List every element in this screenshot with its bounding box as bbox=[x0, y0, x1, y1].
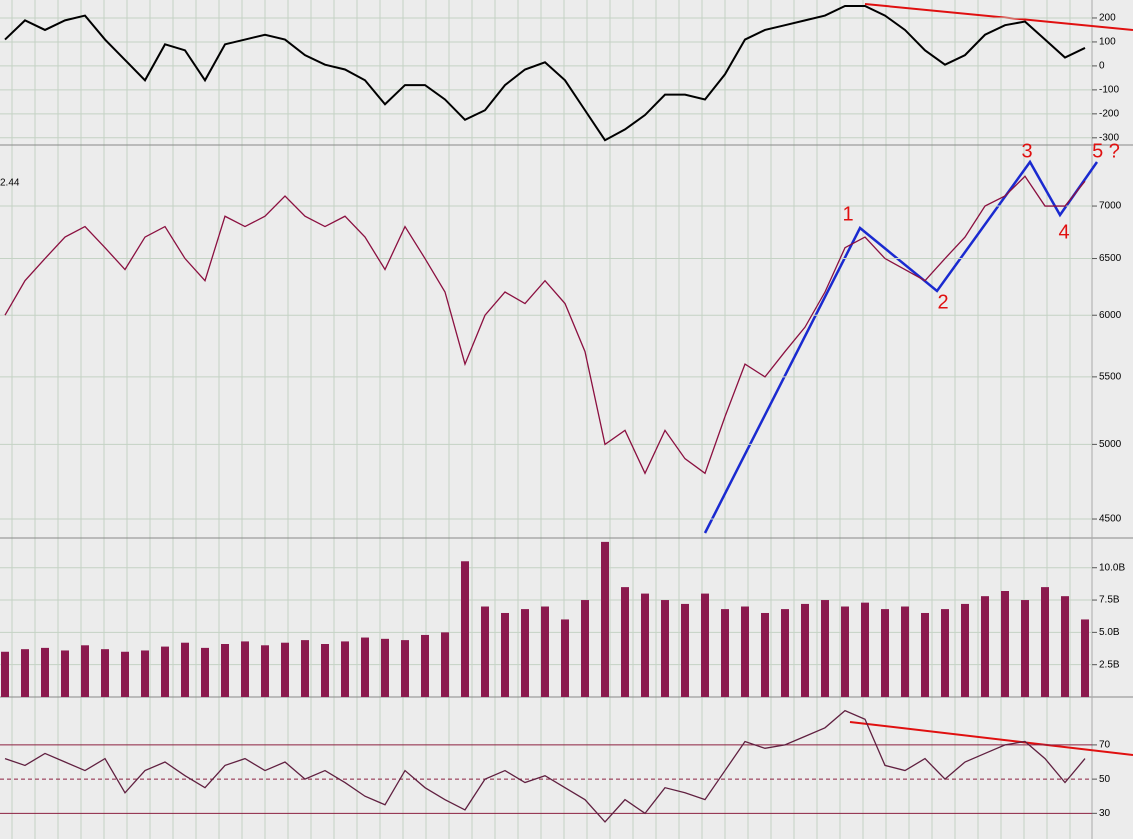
bar bbox=[761, 612, 769, 697]
bar bbox=[1081, 619, 1089, 697]
y-tick-label: 50 bbox=[1099, 774, 1111, 785]
bar bbox=[1061, 596, 1069, 697]
bar bbox=[321, 644, 329, 697]
bar bbox=[1, 651, 9, 697]
y-tick-label: -200 bbox=[1099, 108, 1119, 119]
bar bbox=[1041, 587, 1049, 697]
vertical-grid bbox=[11, 0, 1071, 839]
bar bbox=[901, 606, 909, 697]
y-tick-label: 5.0B bbox=[1099, 627, 1120, 638]
bar bbox=[681, 603, 689, 697]
bar bbox=[981, 596, 989, 697]
bar bbox=[641, 593, 649, 697]
y-tick-label: 0 bbox=[1099, 61, 1105, 72]
bar bbox=[361, 637, 369, 697]
y-tick-label: 10.0B bbox=[1099, 562, 1125, 573]
y-tick-label: 2.5B bbox=[1099, 659, 1120, 670]
bar bbox=[241, 641, 249, 697]
y-tick-label: 200 bbox=[1099, 13, 1116, 24]
y-tick-label: 100 bbox=[1099, 37, 1116, 48]
bar bbox=[281, 642, 289, 697]
annotation: 4 bbox=[1058, 221, 1069, 243]
bar bbox=[421, 634, 429, 697]
bar bbox=[701, 593, 709, 697]
y-tick-label: 5000 bbox=[1099, 439, 1122, 450]
annotation: 3 bbox=[1021, 140, 1032, 162]
bar bbox=[161, 646, 169, 697]
data-line bbox=[4, 175, 1086, 475]
y-tick-label: 5500 bbox=[1099, 372, 1122, 383]
data-line bbox=[4, 4, 1086, 142]
bar bbox=[401, 640, 409, 697]
bar bbox=[141, 650, 149, 697]
bar bbox=[721, 609, 729, 697]
bar bbox=[1021, 600, 1029, 697]
bar bbox=[1001, 591, 1009, 697]
bar bbox=[521, 609, 529, 697]
bar bbox=[461, 561, 469, 697]
y-tick-label: 6000 bbox=[1099, 310, 1122, 321]
annotation: 2.44 bbox=[0, 178, 20, 189]
bar bbox=[221, 644, 229, 697]
bar bbox=[821, 600, 829, 697]
bar bbox=[921, 612, 929, 697]
bar bbox=[201, 647, 209, 697]
annotation: 1 bbox=[842, 203, 853, 225]
bar bbox=[861, 602, 869, 697]
bar bbox=[661, 600, 669, 697]
divergence-line bbox=[849, 721, 1133, 756]
bar bbox=[261, 645, 269, 697]
bar bbox=[581, 600, 589, 697]
bar bbox=[61, 650, 69, 697]
bar bbox=[301, 640, 309, 697]
y-tick-label: 30 bbox=[1099, 808, 1111, 819]
bar bbox=[561, 619, 569, 697]
bar bbox=[601, 541, 609, 697]
bar bbox=[781, 609, 789, 697]
bar bbox=[41, 647, 49, 697]
divergence-line bbox=[864, 3, 1133, 31]
y-tick-label: 7.5B bbox=[1099, 595, 1120, 606]
bar bbox=[841, 606, 849, 697]
bar bbox=[101, 649, 109, 697]
y-tick-label: 7000 bbox=[1099, 201, 1122, 212]
bar bbox=[441, 632, 449, 697]
bar bbox=[21, 649, 29, 697]
bar bbox=[481, 606, 489, 697]
bar bbox=[941, 609, 949, 697]
bar bbox=[181, 642, 189, 697]
y-tick-label: 6500 bbox=[1099, 253, 1122, 264]
bar bbox=[341, 641, 349, 697]
annotation: 5 ? bbox=[1092, 140, 1120, 162]
bar bbox=[541, 606, 549, 697]
bar bbox=[381, 638, 389, 697]
y-tick-label: -300 bbox=[1099, 132, 1119, 143]
bar bbox=[121, 651, 129, 697]
bar bbox=[961, 603, 969, 697]
bar bbox=[621, 587, 629, 697]
y-tick-label: 70 bbox=[1099, 740, 1111, 751]
annotation: 2 bbox=[937, 291, 948, 313]
bar bbox=[81, 645, 89, 697]
bar bbox=[501, 612, 509, 697]
bar bbox=[881, 609, 889, 697]
data-line bbox=[4, 709, 1086, 823]
y-tick-label: -100 bbox=[1099, 85, 1119, 96]
y-tick-label: 4500 bbox=[1099, 514, 1122, 525]
bar bbox=[741, 606, 749, 697]
bar bbox=[801, 603, 809, 697]
